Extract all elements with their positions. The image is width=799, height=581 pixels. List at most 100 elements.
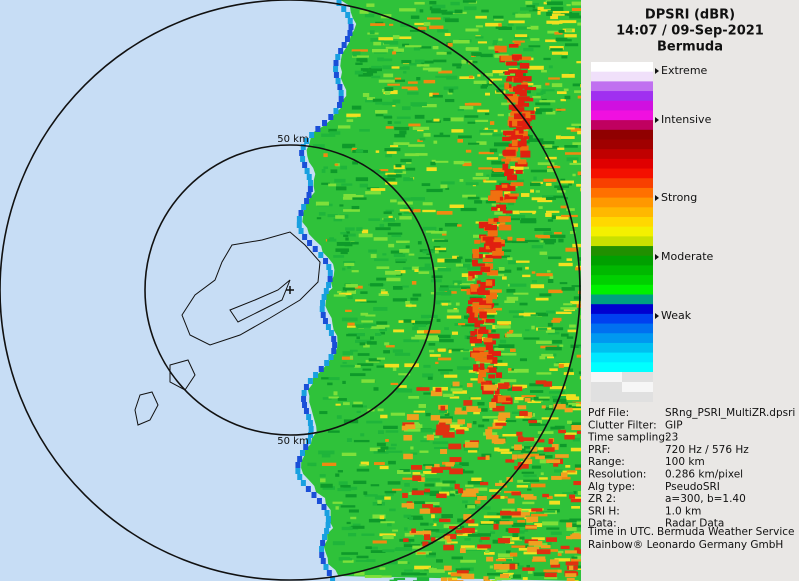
heavy-cell	[521, 102, 530, 107]
echo-cell	[551, 21, 559, 25]
echo-cell	[504, 558, 513, 562]
heavy-cell	[431, 537, 436, 542]
echo-cell	[315, 201, 329, 206]
echo-cell	[409, 63, 418, 66]
echo-cell	[378, 79, 395, 83]
heavy-cell	[491, 206, 498, 211]
echo-cell	[530, 284, 545, 289]
echo-cell	[402, 43, 410, 47]
legend-swatch	[591, 294, 653, 305]
echo-cell	[495, 558, 507, 562]
heavy-cell	[495, 422, 507, 426]
echo-cell	[415, 320, 432, 325]
heavy-cell	[480, 536, 490, 540]
echo-cell	[342, 144, 353, 149]
heavy-cell	[468, 306, 473, 314]
heavy-cell	[519, 512, 530, 516]
heavy-cell	[564, 407, 573, 413]
heavy-cell	[498, 412, 511, 418]
echo-cell	[552, 339, 563, 344]
coast-edge	[301, 204, 307, 210]
heavy-cell	[471, 352, 484, 358]
coast-edge	[297, 456, 303, 462]
echo-cell	[361, 379, 375, 383]
echo-cell	[403, 210, 413, 214]
echo-cell	[421, 104, 437, 108]
echo-cell	[356, 410, 361, 414]
echo-cell	[547, 30, 559, 34]
echo-cell	[402, 471, 412, 475]
heavy-cell	[514, 444, 522, 451]
echo-cell	[454, 86, 459, 90]
echo-cell	[396, 116, 411, 119]
echo-cell	[416, 77, 421, 81]
heavy-cell	[457, 419, 465, 425]
echo-cell	[355, 62, 363, 65]
echo-cell	[478, 538, 483, 543]
heavy-cell	[565, 573, 577, 578]
echo-cell	[371, 48, 389, 53]
echo-cell	[548, 65, 553, 69]
heavy-cell	[522, 437, 535, 442]
footer-note: Time in UTC.	[587, 526, 654, 538]
echo-cell	[477, 74, 481, 77]
echo-cell	[491, 173, 505, 177]
echo-cell	[412, 293, 422, 297]
echo-cell	[422, 202, 433, 206]
coast-edge	[328, 114, 334, 120]
heavy-cell	[472, 302, 485, 308]
echo-cell	[440, 181, 455, 185]
legend-swatch	[591, 352, 653, 363]
echo-cell	[550, 531, 562, 535]
echo-cell	[489, 78, 503, 81]
heavy-cell	[496, 204, 501, 209]
echo-cell	[417, 552, 426, 555]
heavy-cell	[423, 534, 431, 541]
echo-cell	[538, 396, 550, 399]
heavy-cell	[505, 397, 513, 401]
heavy-cell	[504, 195, 510, 201]
echo-cell	[447, 541, 458, 544]
echo-cell	[528, 65, 544, 70]
echo-cell	[413, 410, 426, 413]
echo-cell	[548, 289, 563, 294]
echo-cell	[487, 426, 502, 430]
echo-cell	[477, 401, 485, 406]
echo-cell	[348, 509, 359, 513]
echo-cell	[341, 452, 357, 457]
heavy-cell	[528, 540, 543, 546]
heavy-cell	[514, 89, 524, 95]
echo-cell	[456, 256, 463, 260]
echo-cell	[408, 209, 421, 213]
coast-edge	[325, 516, 331, 522]
echo-cell	[521, 471, 535, 474]
echo-cell	[570, 523, 581, 528]
echo-cell	[399, 8, 416, 12]
heavy-cell	[517, 159, 527, 165]
echo-cell	[547, 279, 554, 284]
echo-cell	[444, 327, 449, 331]
coast-edge	[295, 462, 301, 468]
echo-cell	[465, 484, 474, 488]
heavy-cell	[448, 443, 462, 450]
heavy-cell	[504, 194, 518, 200]
echo-cell	[490, 531, 496, 534]
echo-cell	[564, 12, 580, 16]
echo-cell	[386, 277, 401, 282]
echo-cell	[389, 579, 398, 581]
echo-cell	[388, 243, 395, 248]
info-block: Pdf File: SRng_PSRI_MultiZR.dpsriClutter …	[587, 407, 795, 551]
heavy-cell	[521, 145, 529, 151]
echo-cell	[563, 88, 569, 91]
echo-cell	[359, 10, 369, 14]
echo-cell	[346, 521, 351, 525]
heavy-cell	[481, 263, 494, 270]
heavy-cell	[570, 534, 581, 540]
echo-cell	[362, 92, 370, 97]
echo-cell	[554, 469, 564, 473]
echo-cell	[384, 148, 401, 152]
echo-cell	[307, 462, 317, 466]
echo-cell	[483, 551, 495, 555]
coast-edge	[321, 294, 327, 300]
echo-cell	[447, 348, 465, 352]
